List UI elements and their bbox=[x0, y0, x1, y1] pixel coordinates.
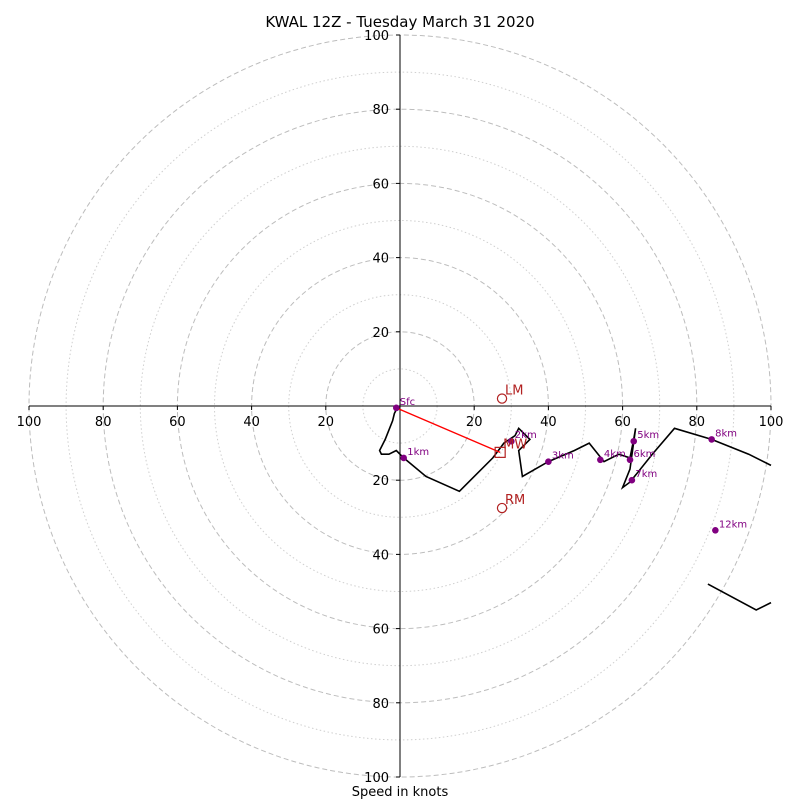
motion-label-LM: LM bbox=[505, 384, 523, 399]
height-label-6km: 6km bbox=[634, 449, 656, 460]
height-marker-8km bbox=[708, 436, 715, 443]
height-marker-6km bbox=[626, 456, 634, 464]
height-label-12km: 12km bbox=[719, 519, 747, 530]
x-axis-label: Speed in knots bbox=[352, 785, 449, 800]
motion-marker-LM bbox=[496, 393, 508, 404]
storm-motions: LM RM MW bbox=[494, 384, 527, 514]
motion-label-RM: RM bbox=[505, 493, 525, 508]
x-tick-label: 100 bbox=[759, 415, 784, 430]
shear-line bbox=[396, 407, 501, 454]
y-tick-label: 80 bbox=[372, 103, 389, 118]
height-label-3km: 3km bbox=[552, 451, 574, 462]
height-marker-12km bbox=[712, 526, 719, 534]
height-label-2km: 2km bbox=[515, 430, 537, 441]
motion-label-MW: MW bbox=[503, 437, 527, 452]
height-marker-2km bbox=[508, 437, 515, 445]
y-tick-label: 60 bbox=[372, 177, 389, 192]
height-marker-1km bbox=[400, 454, 408, 462]
y-tick-label: 20 bbox=[372, 474, 389, 489]
tick-labels: 100 80 60 40 20 20 40 60 80 100 20 40 60 80 100 20 40 60 8… bbox=[17, 29, 784, 786]
y-tick-label: 40 bbox=[372, 252, 389, 267]
height-label-8km: 8km bbox=[715, 428, 737, 439]
axes bbox=[29, 35, 771, 777]
x-tick-label: 20 bbox=[318, 415, 335, 430]
height-label-1km: 1km bbox=[407, 447, 429, 458]
chart-title: KWAL 12Z - Tuesday March 31 2020 bbox=[265, 13, 534, 31]
x-tick-label: 80 bbox=[95, 415, 112, 430]
height-marker-3km bbox=[545, 458, 552, 465]
height-marker-4km bbox=[597, 456, 604, 464]
height-marker-5km bbox=[630, 437, 638, 445]
x-tick-label: 40 bbox=[540, 415, 557, 430]
height-marker-7km bbox=[628, 476, 636, 484]
x-tick-label: 20 bbox=[466, 415, 483, 430]
y-tick-label: 100 bbox=[364, 29, 389, 44]
height-label-7km: 7km bbox=[635, 469, 657, 480]
height-markers: Sfc 1km 2km 3km 4km 5km 6km 7km 8km 12km bbox=[392, 397, 747, 534]
x-tick-label: 80 bbox=[689, 415, 706, 430]
bulk-shear-vector bbox=[396, 407, 501, 454]
x-tick-label: 40 bbox=[243, 415, 260, 430]
hodograph-lines bbox=[378, 409, 772, 611]
motion-marker-MW bbox=[494, 446, 506, 458]
y-tick-label: 40 bbox=[372, 548, 389, 563]
motion-marker-RM bbox=[496, 502, 508, 514]
x-tick-label: 60 bbox=[614, 415, 631, 430]
y-tick-label: 100 bbox=[364, 771, 389, 786]
y-tick-label: 80 bbox=[372, 697, 389, 712]
height-marker-Sfc bbox=[392, 404, 400, 412]
height-label-5km: 5km bbox=[637, 430, 659, 441]
hodograph-trace-upper bbox=[707, 583, 772, 611]
x-tick-label: 100 bbox=[17, 415, 42, 430]
y-tick-label: 60 bbox=[372, 623, 389, 638]
height-label-Sfc: Sfc bbox=[400, 397, 415, 408]
height-label-4km: 4km bbox=[604, 449, 626, 460]
y-tick-label: 20 bbox=[372, 326, 389, 341]
x-tick-label: 60 bbox=[169, 415, 186, 430]
hodograph-trace bbox=[378, 409, 772, 493]
